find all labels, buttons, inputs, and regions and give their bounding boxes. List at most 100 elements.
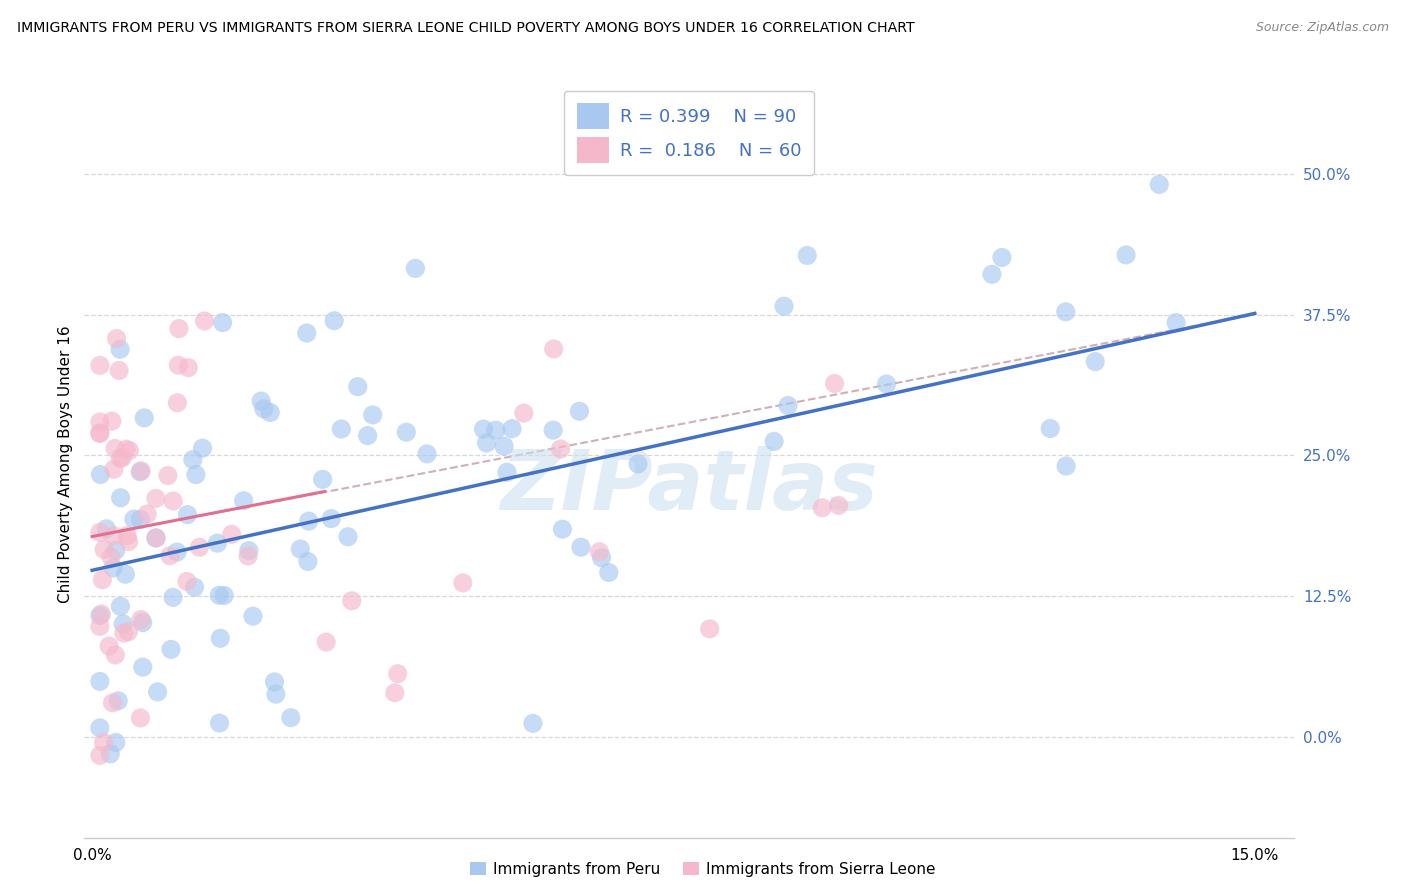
Point [236, 549, 259, 563]
Point [104, 735, 127, 749]
Point [485, 423, 508, 437]
Point [569, 541, 592, 555]
Point [1115, 248, 1137, 262]
Point [280, 711, 302, 725]
Point [496, 465, 519, 479]
Text: ZIPatlas: ZIPatlas [501, 446, 877, 527]
Point [811, 500, 834, 515]
Point [361, 408, 384, 422]
Point [96, 522, 118, 536]
Point [1149, 178, 1171, 192]
Point [167, 321, 190, 335]
Point [356, 428, 378, 442]
Point [551, 522, 574, 536]
Point [103, 462, 125, 476]
Point [1084, 354, 1107, 368]
Point [132, 660, 155, 674]
Point [162, 494, 184, 508]
Legend: R = 0.399    N = 90, R =  0.186    N = 60: R = 0.399 N = 90, R = 0.186 N = 60 [564, 91, 814, 175]
Point [259, 405, 281, 419]
Point [117, 624, 139, 639]
Point [212, 589, 235, 603]
Y-axis label: Child Poverty Among Boys Under 16: Child Poverty Among Boys Under 16 [58, 325, 73, 603]
Point [776, 399, 799, 413]
Point [208, 588, 231, 602]
Point [115, 528, 138, 542]
Point [159, 549, 181, 563]
Point [93, 542, 115, 557]
Point [395, 425, 418, 440]
Point [1054, 305, 1077, 319]
Point [101, 414, 124, 428]
Point [107, 694, 129, 708]
Point [295, 326, 318, 340]
Point [264, 687, 287, 701]
Point [627, 457, 650, 471]
Point [112, 617, 135, 632]
Point [796, 248, 818, 262]
Point [472, 422, 495, 436]
Point [981, 268, 1004, 282]
Point [568, 404, 591, 418]
Point [156, 468, 179, 483]
Point [384, 686, 406, 700]
Point [166, 396, 188, 410]
Point [132, 615, 155, 630]
Point [105, 332, 128, 346]
Point [136, 507, 159, 521]
Point [211, 316, 233, 330]
Point [184, 467, 207, 482]
Point [112, 626, 135, 640]
Point [330, 422, 353, 436]
Point [108, 451, 131, 466]
Point [221, 527, 243, 541]
Point [89, 426, 111, 441]
Text: IMMIGRANTS FROM PERU VS IMMIGRANTS FROM SIERRA LEONE CHILD POVERTY AMONG BOYS UN: IMMIGRANTS FROM PERU VS IMMIGRANTS FROM … [17, 21, 915, 35]
Point [100, 549, 122, 564]
Point [89, 467, 111, 482]
Point [475, 436, 498, 450]
Point [89, 674, 111, 689]
Point [188, 541, 211, 555]
Point [323, 314, 346, 328]
Point [250, 394, 273, 409]
Point [451, 575, 474, 590]
Point [110, 599, 132, 614]
Point [242, 609, 264, 624]
Point [115, 442, 138, 457]
Point [145, 531, 167, 545]
Point [699, 622, 721, 636]
Point [1164, 316, 1187, 330]
Point [103, 529, 125, 543]
Point [232, 493, 254, 508]
Point [183, 580, 205, 594]
Point [118, 443, 141, 458]
Point [89, 359, 111, 373]
Point [111, 450, 134, 465]
Point [167, 358, 190, 372]
Point [176, 508, 198, 522]
Point [89, 426, 111, 441]
Point [122, 512, 145, 526]
Point [89, 619, 111, 633]
Point [387, 666, 409, 681]
Point [145, 491, 167, 506]
Point [501, 422, 523, 436]
Point [263, 675, 285, 690]
Point [101, 561, 124, 575]
Point [89, 748, 111, 763]
Point [991, 251, 1014, 265]
Point [321, 511, 343, 525]
Point [129, 464, 152, 478]
Point [93, 735, 115, 749]
Point [129, 613, 152, 627]
Point [145, 531, 167, 545]
Point [90, 853, 112, 867]
Point [166, 545, 188, 559]
Point [104, 442, 127, 456]
Point [89, 525, 111, 540]
Point [146, 685, 169, 699]
Point [404, 261, 426, 276]
Point [98, 639, 121, 653]
Point [298, 514, 321, 528]
